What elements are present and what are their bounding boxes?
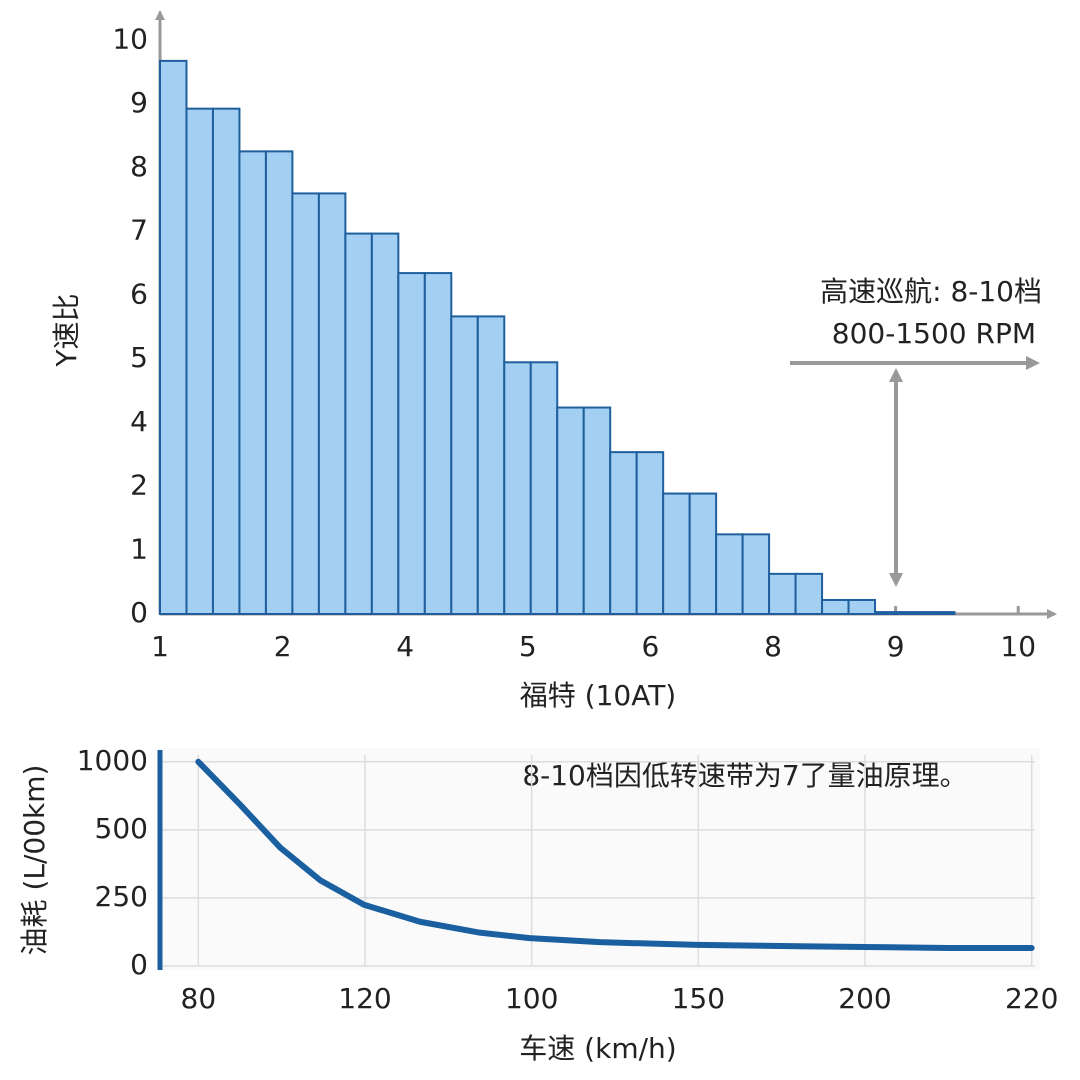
bar xyxy=(185,107,214,615)
bar xyxy=(794,572,824,615)
bar xyxy=(741,533,771,616)
line xyxy=(195,758,1035,951)
annotation: 8-10档因低转速带为7了量油原理。 xyxy=(522,759,967,792)
x-tick-label: 5 xyxy=(519,630,537,663)
y-tick-label: 500 xyxy=(95,812,148,845)
bar xyxy=(238,150,267,616)
y-tick-label: 1 xyxy=(130,532,148,565)
bar xyxy=(291,192,320,615)
x-tick-label: 4 xyxy=(396,630,414,663)
y-tick-label: 7 xyxy=(130,214,148,247)
bar xyxy=(344,232,373,615)
y-axis-title: Y速比 xyxy=(50,293,83,367)
bar xyxy=(397,272,426,615)
bar xyxy=(264,150,294,616)
y-tick-label: 250 xyxy=(95,880,148,913)
x-tick-label: 100 xyxy=(505,982,558,1015)
bar xyxy=(370,232,400,615)
bar xyxy=(476,315,506,615)
bar xyxy=(317,192,347,615)
bar xyxy=(662,492,691,616)
x-tick-label: 80 xyxy=(181,982,217,1015)
bar xyxy=(556,406,585,615)
y-tick-label: 10 xyxy=(112,22,148,55)
bar xyxy=(847,598,877,615)
x-axis-title: 福特 (10AT) xyxy=(520,679,676,712)
x-tick-label: 120 xyxy=(338,982,391,1015)
x-tick-label: 8 xyxy=(764,630,782,663)
bar xyxy=(688,492,718,616)
y-tick-label: 6 xyxy=(130,277,148,310)
y-axis-title: 油耗 (L/00km) xyxy=(18,765,51,956)
y-tick-label: 8 xyxy=(130,150,148,183)
x-tick-label: 1 xyxy=(151,630,169,663)
y-tick-label: 2 xyxy=(130,469,148,502)
bar xyxy=(529,361,559,615)
bar xyxy=(715,533,744,616)
bar xyxy=(450,315,479,615)
bar xyxy=(900,611,929,616)
bar xyxy=(874,611,903,616)
bar xyxy=(211,107,241,615)
y-tick-label: 0 xyxy=(130,948,148,981)
bar xyxy=(635,451,665,615)
y-tick-label: 5 xyxy=(130,341,148,374)
x-tick-label: 6 xyxy=(641,630,659,663)
bar xyxy=(821,598,850,615)
y-tick-label: 1000 xyxy=(77,744,148,777)
x-tick-label: 10 xyxy=(1000,630,1036,663)
bar xyxy=(503,361,532,615)
x-tick-label: 220 xyxy=(1005,982,1058,1015)
x-tick-label: 2 xyxy=(274,630,292,663)
bar xyxy=(582,406,612,615)
plot-area xyxy=(160,748,1040,970)
bar xyxy=(423,272,453,615)
annotation: 800-1500 RPM xyxy=(832,317,1036,350)
y-tick-label: 9 xyxy=(130,86,148,119)
x-axis-title: 车速 (km/h) xyxy=(519,1032,676,1065)
bar xyxy=(159,59,188,615)
bar xyxy=(926,611,956,616)
y-tick-label: 4 xyxy=(130,405,148,438)
bar xyxy=(768,572,797,615)
x-tick-label: 200 xyxy=(838,982,891,1015)
x-tick-label: 150 xyxy=(672,982,725,1015)
annotation: 高速巡航: 8-10档 xyxy=(820,275,1042,308)
bar xyxy=(609,451,638,615)
y-tick-label: 0 xyxy=(130,596,148,629)
x-tick-label: 9 xyxy=(887,630,905,663)
